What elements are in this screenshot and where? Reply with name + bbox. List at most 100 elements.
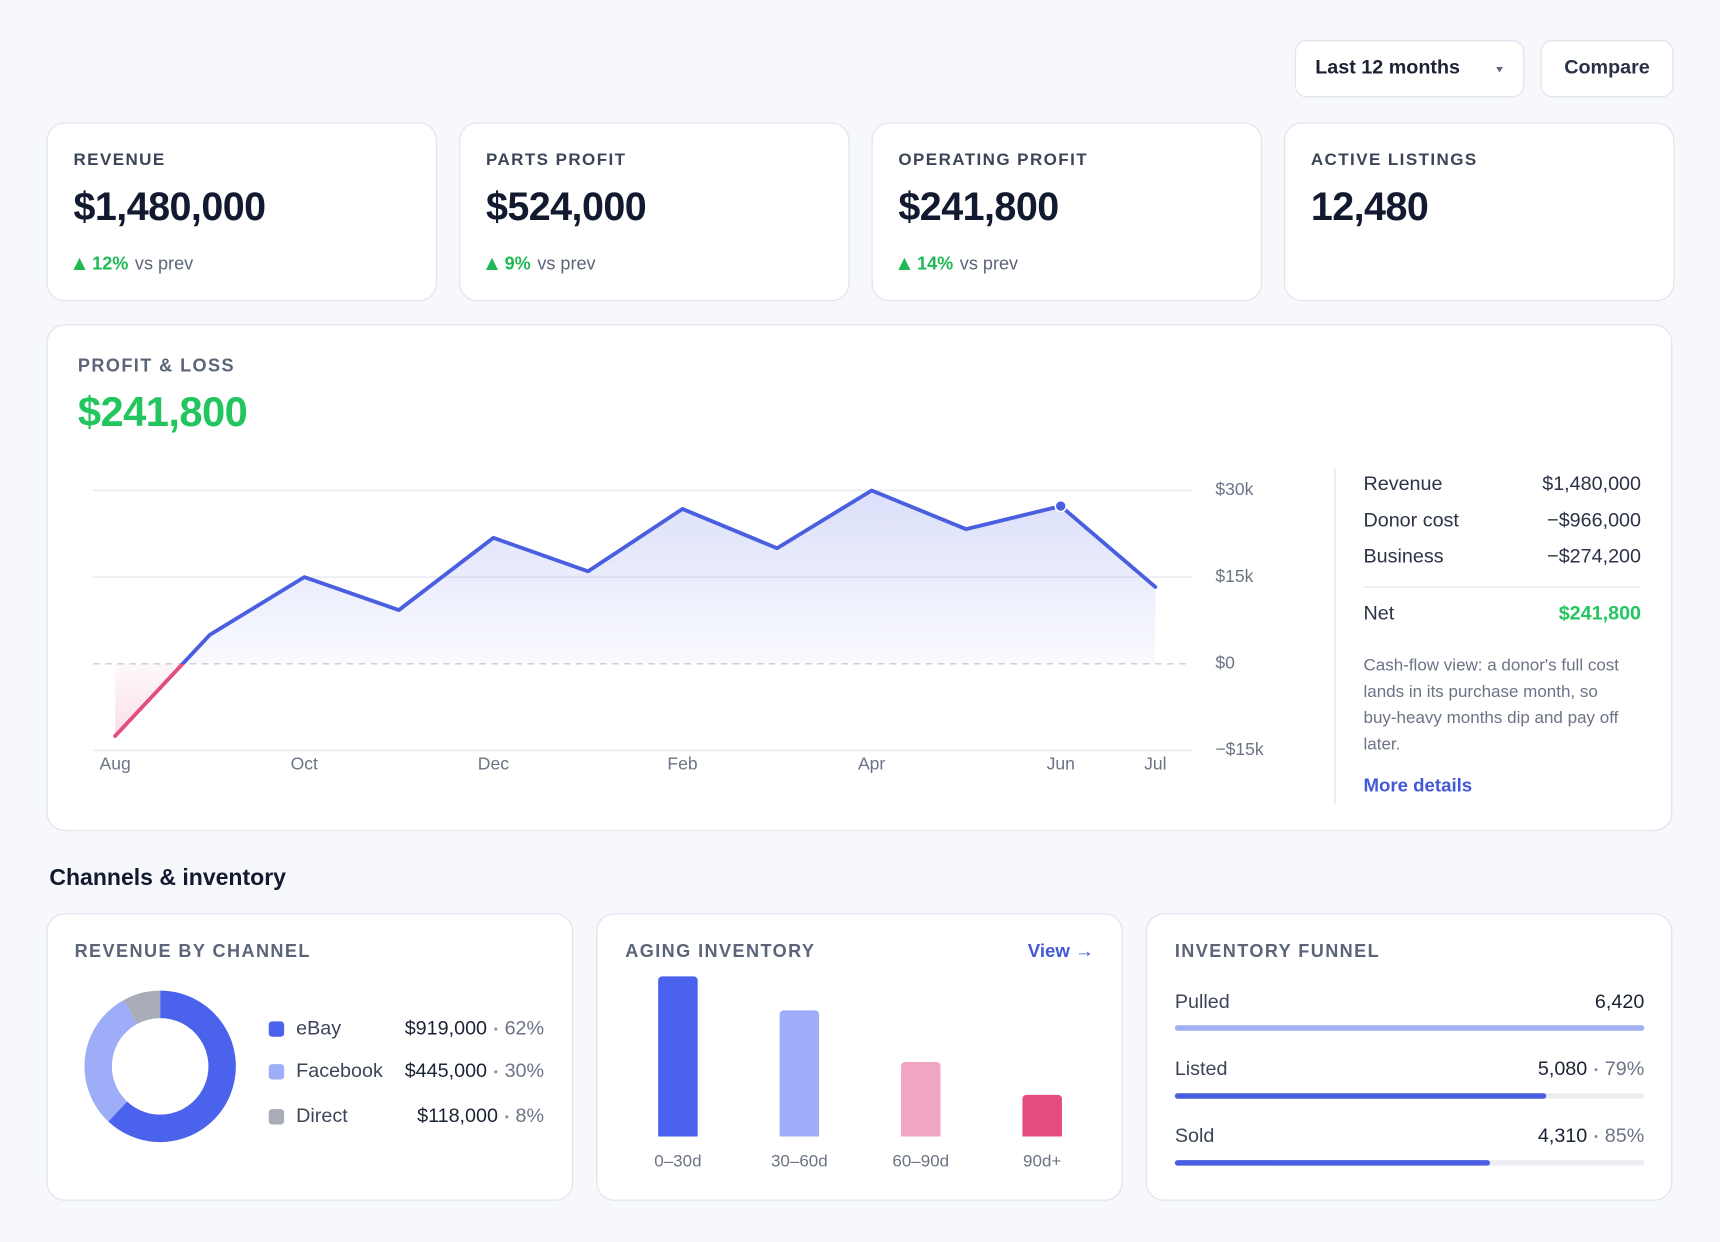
up-arrow (73, 257, 86, 270)
note-line: lands in its purchase month, so (1363, 682, 1597, 701)
view-link[interactable]: View → (1028, 940, 1094, 961)
note-line: buy-heavy months dip and pay off (1363, 708, 1618, 727)
kpi-change-note: vs prev (537, 253, 595, 273)
legend-name: Direct (296, 1105, 348, 1127)
aging-card (596, 913, 1123, 1201)
summary-label: Donor cost (1363, 509, 1459, 531)
x-tick-label: 90d+ (1023, 1151, 1061, 1170)
kpi-label: REVENUE (73, 150, 165, 169)
kpi-change: 14% (917, 253, 953, 273)
kpi-change: 12% (92, 253, 128, 273)
area (115, 490, 1156, 736)
up-arrow (485, 257, 499, 270)
kpi-card (871, 122, 1263, 302)
x-tick-label: Oct (291, 753, 318, 773)
summary-label: Business (1363, 546, 1443, 568)
stage-rate: 85% (1605, 1125, 1645, 1147)
stage-rate: 79% (1605, 1058, 1645, 1080)
y-tick-label: $30k (1215, 479, 1253, 499)
y-tick-label: $15k (1215, 566, 1253, 586)
compare-button[interactable] (1540, 40, 1674, 98)
legend-swatch (268, 1064, 285, 1080)
pnl-title: PROFIT & LOSS (78, 355, 235, 375)
x-tick-label: Jun (1047, 753, 1075, 773)
legend-swatch (268, 1021, 285, 1037)
legend-name: Facebook (296, 1060, 383, 1082)
separator (494, 1070, 498, 1074)
stage-value: 6,420 (1595, 991, 1644, 1013)
x-tick-label: 30–60d (771, 1151, 828, 1170)
legend-share: 62% (505, 1017, 544, 1039)
legend-amount: $445,000 (405, 1060, 487, 1082)
legend-name: eBay (296, 1017, 341, 1039)
separator (1594, 1068, 1598, 1072)
stage-value: 4,310 (1538, 1125, 1587, 1147)
kpi-value: $241,800 (898, 185, 1058, 229)
funnel-title: INVENTORY FUNNEL (1175, 941, 1380, 961)
legend-amount: $118,000 (417, 1105, 498, 1127)
note-line: Cash-flow view: a donor's full cost (1363, 655, 1619, 674)
funnel-card (1145, 913, 1673, 1201)
highlight-point (1054, 499, 1068, 513)
bar (1022, 1094, 1062, 1137)
x-tick-label: Jul (1144, 753, 1166, 773)
x-tick-label: Apr (858, 753, 885, 773)
stage-value: 5,080 (1538, 1058, 1587, 1080)
kpi-label: ACTIVE LISTINGS (1311, 150, 1478, 169)
y-tick-label: −$15k (1215, 739, 1264, 759)
channel-title: REVENUE BY CHANNEL (75, 941, 311, 961)
net-label: Net (1363, 603, 1394, 625)
donut-segment (108, 990, 236, 1143)
line (113, 488, 1158, 738)
stage-name: Sold (1175, 1125, 1215, 1147)
kpi-label: PARTS PROFIT (486, 150, 627, 169)
x-tick-label: 60–90d (892, 1151, 949, 1170)
kpi-change: 9% (505, 253, 531, 273)
up-arrow (898, 257, 911, 270)
kpi-value: 12,480 (1311, 185, 1428, 229)
summary-label: Revenue (1363, 473, 1442, 495)
x-tick-label: Feb (667, 753, 697, 773)
compare-label: Compare (1564, 56, 1650, 78)
legend-share: 30% (505, 1060, 544, 1082)
period-label: Last 12 months (1315, 56, 1460, 78)
x-tick-label: Dec (478, 753, 509, 773)
note-line: later. (1363, 734, 1400, 753)
bar (901, 1061, 941, 1137)
kpi-change-note: vs prev (135, 253, 193, 273)
legend-swatch (268, 1109, 285, 1125)
summary-value: $1,480,000 (1542, 473, 1641, 495)
kpi-card (458, 122, 850, 302)
donut-segment (84, 999, 138, 1122)
stage-name: Pulled (1175, 991, 1230, 1013)
legend-share: 8% (516, 1105, 545, 1127)
funnel-bar (1174, 1093, 1547, 1099)
kpi-change-note: vs prev (960, 253, 1018, 273)
stage-name: Listed (1175, 1058, 1228, 1080)
x-tick-label: Aug (100, 753, 131, 773)
kpi-value: $524,000 (486, 185, 646, 229)
separator (494, 1027, 498, 1031)
kpi-label: OPERATING PROFIT (898, 150, 1088, 169)
kpi-card (1283, 122, 1675, 302)
caret (1496, 67, 1503, 73)
x-tick-label: 0–30d (654, 1151, 701, 1170)
funnel-bar (1174, 1025, 1645, 1031)
period-select[interactable] (1294, 40, 1525, 98)
separator (1594, 1135, 1598, 1139)
funnel-bar (1174, 1160, 1491, 1166)
section-title: Channels & inventory (49, 864, 286, 890)
y-tick-label: $0 (1215, 652, 1235, 672)
bar (779, 1010, 820, 1137)
aging-title: AGING INVENTORY (625, 941, 815, 961)
kpi-card (46, 122, 438, 302)
summary-value: −$966,000 (1547, 509, 1641, 531)
bar (658, 976, 698, 1137)
more-details[interactable]: More details (1363, 775, 1472, 796)
summary-value: −$274,200 (1547, 546, 1641, 568)
net-value: $241,800 (1559, 603, 1641, 625)
separator (505, 1115, 509, 1119)
legend-amount: $919,000 (405, 1017, 487, 1039)
